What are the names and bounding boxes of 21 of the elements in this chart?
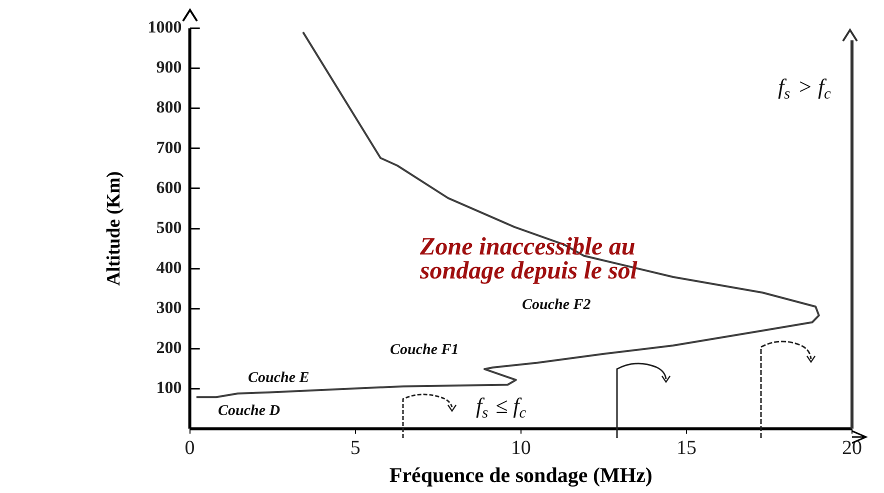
x-tick-label: 15 (676, 437, 696, 460)
y-tick-label: 600 (156, 178, 182, 197)
y-tick-label: 400 (156, 258, 182, 277)
y-tick-label: 100 (156, 378, 182, 398)
x-tick-label: 5 (350, 437, 360, 460)
x-tick-label: 0 (184, 437, 195, 460)
x-axis-title: Fréquence de sondage (MHz) (389, 462, 652, 487)
y-tick-label: 800 (156, 98, 182, 117)
y-tick-label: 900 (156, 58, 182, 77)
annotation: Couche D (218, 402, 280, 419)
y-tick-label: 500 (156, 218, 182, 237)
y-tick-label: 700 (156, 138, 182, 157)
y-tick-label: 1000 (148, 18, 182, 37)
x-tick-label: 20 (842, 437, 862, 460)
x-tick-label: 10 (510, 437, 531, 460)
y-axis-title: Altitude (Km) (103, 171, 124, 286)
annotation: Couche F2 (522, 296, 592, 313)
y-tick-label: 300 (156, 298, 182, 318)
annotation: Couche F1 (390, 342, 459, 358)
y-tick-label: 200 (156, 338, 182, 358)
annotation: Couche E (248, 370, 310, 386)
